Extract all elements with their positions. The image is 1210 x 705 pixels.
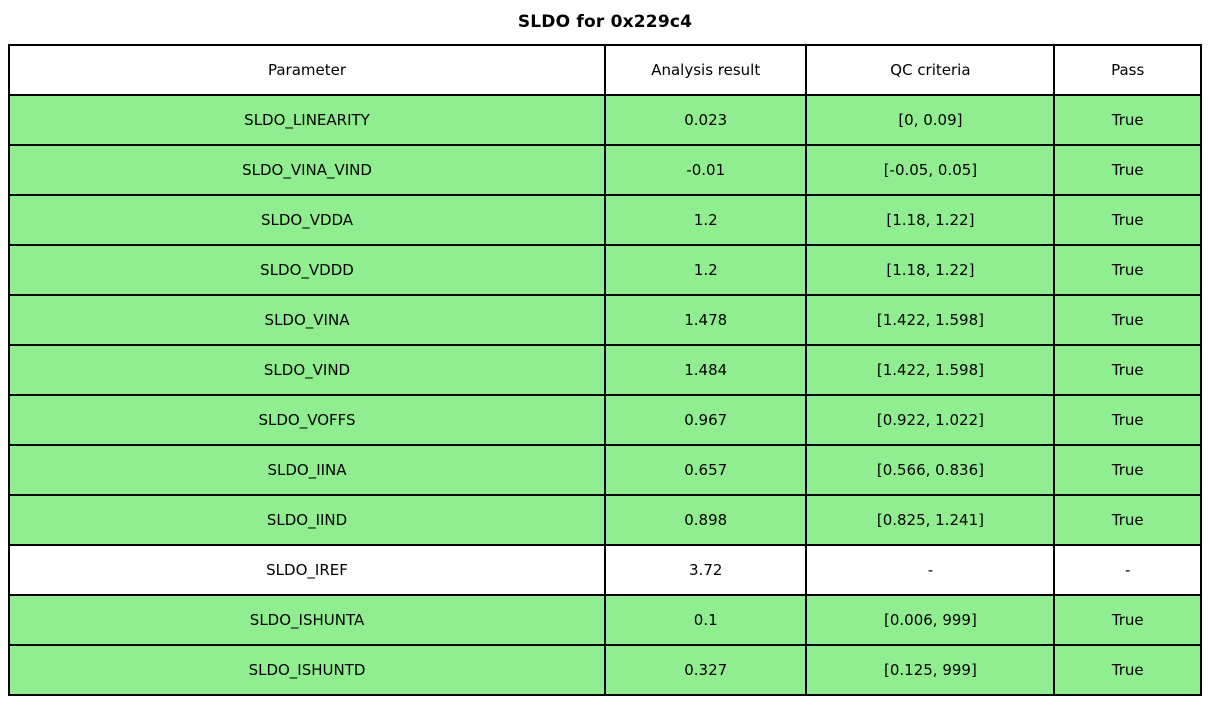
analysis-result-cell: 0.023 — [604, 94, 808, 146]
table-row: SLDO_IREF 3.72 - - — [7, 544, 1202, 596]
pass-cell: True — [1053, 594, 1202, 646]
page-title: SLDO for 0x229c4 — [517, 12, 693, 32]
table-row: SLDO_VIND 1.484 [1.422, 1.598] True — [7, 344, 1202, 396]
analysis-result-cell: 0.327 — [604, 644, 808, 696]
analysis-result-cell: 1.2 — [604, 244, 808, 296]
pass-cell: True — [1053, 444, 1202, 496]
analysis-result-cell: 1.478 — [604, 294, 808, 346]
qc-table: Parameter Analysis result QC criteria Pa… — [7, 44, 1202, 696]
header-qc-criteria: QC criteria — [805, 44, 1056, 96]
pass-cell: True — [1053, 94, 1202, 146]
pass-cell: True — [1053, 194, 1202, 246]
parameter-cell: SLDO_ISHUNTA — [7, 594, 607, 646]
qc-criteria-cell: [1.422, 1.598] — [805, 344, 1056, 396]
parameter-cell: SLDO_ISHUNTD — [7, 644, 607, 696]
pass-cell: True — [1053, 394, 1202, 446]
parameter-cell: SLDO_IINA — [7, 444, 607, 496]
pass-cell: True — [1053, 294, 1202, 346]
pass-cell: True — [1053, 144, 1202, 196]
qc-criteria-cell: [1.18, 1.22] — [805, 244, 1056, 296]
qc-criteria-cell: [0.006, 999] — [805, 594, 1056, 646]
table-row: SLDO_IINA 0.657 [0.566, 0.836] True — [7, 444, 1202, 496]
qc-criteria-cell: [0, 0.09] — [805, 94, 1056, 146]
qc-criteria-cell: [1.422, 1.598] — [805, 294, 1056, 346]
header-pass: Pass — [1053, 44, 1202, 96]
analysis-result-cell: 1.484 — [604, 344, 808, 396]
qc-criteria-cell: [0.125, 999] — [805, 644, 1056, 696]
parameter-cell: SLDO_VDDA — [7, 194, 607, 246]
parameter-cell: SLDO_VINA_VIND — [7, 144, 607, 196]
qc-criteria-cell: - — [805, 544, 1056, 596]
parameter-cell: SLDO_VDDD — [7, 244, 607, 296]
pass-cell: True — [1053, 644, 1202, 696]
qc-criteria-cell: [0.566, 0.836] — [805, 444, 1056, 496]
analysis-result-cell: -0.01 — [604, 144, 808, 196]
pass-cell: True — [1053, 494, 1202, 546]
parameter-cell: SLDO_VINA — [7, 294, 607, 346]
qc-criteria-cell: [-0.05, 0.05] — [805, 144, 1056, 196]
parameter-cell: SLDO_VIND — [7, 344, 607, 396]
table-row: SLDO_VDDD 1.2 [1.18, 1.22] True — [7, 244, 1202, 296]
qc-criteria-cell: [0.825, 1.241] — [805, 494, 1056, 546]
table-row: SLDO_VOFFS 0.967 [0.922, 1.022] True — [7, 394, 1202, 446]
analysis-result-cell: 1.2 — [604, 194, 808, 246]
table-row: SLDO_ISHUNTD 0.327 [0.125, 999] True — [7, 644, 1202, 696]
table-row: SLDO_LINEARITY 0.023 [0, 0.09] True — [7, 94, 1202, 146]
analysis-result-cell: 3.72 — [604, 544, 808, 596]
analysis-result-cell: 0.657 — [604, 444, 808, 496]
table-row: SLDO_VINA 1.478 [1.422, 1.598] True — [7, 294, 1202, 346]
analysis-result-cell: 0.967 — [604, 394, 808, 446]
header-row: Parameter Analysis result QC criteria Pa… — [7, 44, 1202, 96]
header-analysis-result: Analysis result — [604, 44, 808, 96]
qc-criteria-cell: [1.18, 1.22] — [805, 194, 1056, 246]
table-row: SLDO_IIND 0.898 [0.825, 1.241] True — [7, 494, 1202, 546]
table-row: SLDO_VDDA 1.2 [1.18, 1.22] True — [7, 194, 1202, 246]
parameter-cell: SLDO_IREF — [7, 544, 607, 596]
qc-criteria-cell: [0.922, 1.022] — [805, 394, 1056, 446]
parameter-cell: SLDO_VOFFS — [7, 394, 607, 446]
header-parameter: Parameter — [7, 44, 607, 96]
analysis-result-cell: 0.1 — [604, 594, 808, 646]
table-row: SLDO_ISHUNTA 0.1 [0.006, 999] True — [7, 594, 1202, 646]
parameter-cell: SLDO_IIND — [7, 494, 607, 546]
pass-cell: True — [1053, 344, 1202, 396]
analysis-result-cell: 0.898 — [604, 494, 808, 546]
pass-cell: - — [1053, 544, 1202, 596]
table-row: SLDO_VINA_VIND -0.01 [-0.05, 0.05] True — [7, 144, 1202, 196]
pass-cell: True — [1053, 244, 1202, 296]
parameter-cell: SLDO_LINEARITY — [7, 94, 607, 146]
